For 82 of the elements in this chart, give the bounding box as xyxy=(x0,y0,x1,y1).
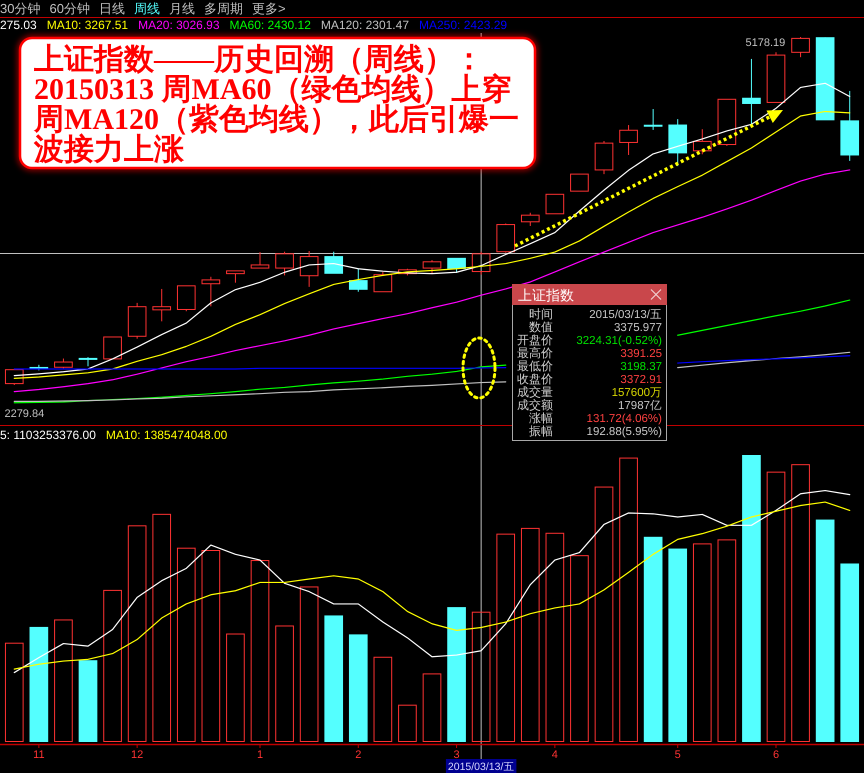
x-tick-label: 3 xyxy=(454,749,460,761)
bar xyxy=(422,673,442,742)
bar xyxy=(54,619,73,742)
bar xyxy=(766,472,786,742)
text: 131.72(4.06%) xyxy=(586,413,662,425)
bar xyxy=(447,607,466,742)
annotation: 2015/03/13/五 xyxy=(589,308,662,321)
annotation: 3375.977 xyxy=(614,322,662,334)
annotation: 时间 xyxy=(529,307,553,321)
bar xyxy=(226,634,245,742)
bar xyxy=(594,486,614,742)
text: 192.88(5.95%) xyxy=(586,426,662,438)
text: MA10: 1385474048.00 xyxy=(106,428,228,442)
bar xyxy=(791,464,810,742)
text: 5: 1103253376.00 xyxy=(0,428,96,442)
bar xyxy=(742,455,761,742)
text: 30分钟 xyxy=(0,1,40,16)
x-tick-label: 6 xyxy=(772,749,780,761)
annotation: 3372.91 xyxy=(620,374,662,386)
bar xyxy=(4,642,24,742)
text: 多周期 xyxy=(204,1,243,16)
annotation: 成交量 xyxy=(517,385,553,399)
bar xyxy=(570,555,589,742)
text: MA120: 2301.47 xyxy=(320,18,410,32)
text: 月线 xyxy=(168,1,195,16)
x-tick-label: 2 xyxy=(355,749,362,761)
bar xyxy=(718,539,736,742)
bar xyxy=(152,514,172,742)
x-tick-label: 12 xyxy=(131,749,144,761)
bar xyxy=(398,704,417,742)
text: 日线 xyxy=(98,1,125,16)
annotation: 3391.25 xyxy=(620,348,662,360)
annotation: 数值 xyxy=(529,320,553,334)
annotation: 5178.19 xyxy=(746,37,786,49)
text: MA20: 3026.93 xyxy=(138,18,220,32)
annotation: 最低价 xyxy=(517,359,553,373)
annotation: 3198.37 xyxy=(620,361,662,373)
text: 17987亿 xyxy=(618,399,662,412)
annotation: 3224.31(-0.52%) xyxy=(576,335,662,347)
text: 60分钟 xyxy=(49,1,90,16)
text: 成交额 xyxy=(517,398,553,412)
bar xyxy=(496,534,516,742)
text: 上证指数 xyxy=(518,287,574,303)
bar xyxy=(644,536,662,742)
annotation: 开盘价 xyxy=(517,333,553,347)
bar xyxy=(176,548,196,742)
bar xyxy=(128,525,146,742)
text: MA10: 3267.51 xyxy=(46,18,128,32)
text: MA60: 2430.12 xyxy=(230,18,312,32)
bar xyxy=(619,458,638,742)
annotation: 最高价 xyxy=(517,346,553,360)
text: 周线 xyxy=(134,1,160,16)
text: 涨幅 xyxy=(529,411,553,425)
annotation: 收盘价 xyxy=(517,372,553,386)
text: 157600万 xyxy=(612,386,662,399)
bar xyxy=(374,656,392,742)
x-tick-label: 11 xyxy=(33,749,45,761)
text: 更多> xyxy=(252,1,286,16)
text: MA250: 2423.29 xyxy=(419,18,508,32)
bar xyxy=(816,520,834,742)
text: 275.03 xyxy=(0,18,38,32)
text: 上证指数——历史回溯（周线）：20150313 周MA60（绿色均线）上穿周MA120（紫色均线），此后引爆一波接力上涨 xyxy=(33,43,519,166)
bar xyxy=(348,634,368,742)
x-tick-label: 4 xyxy=(552,749,558,761)
bar xyxy=(840,563,860,742)
x-tick-label: 1 xyxy=(256,749,264,761)
bar xyxy=(668,548,688,742)
bar xyxy=(546,532,564,742)
bar xyxy=(300,586,318,742)
bar xyxy=(275,625,294,742)
bar xyxy=(250,560,270,742)
bar xyxy=(103,590,122,742)
x-tick-label: 5 xyxy=(674,749,681,761)
bar xyxy=(520,528,540,742)
text: 2279.84 xyxy=(4,408,44,420)
bar xyxy=(324,615,344,742)
bar xyxy=(78,660,98,742)
bar xyxy=(472,612,490,742)
bar xyxy=(30,626,48,742)
bar xyxy=(692,543,712,742)
text: 振幅 xyxy=(529,424,553,438)
bar xyxy=(202,550,220,742)
